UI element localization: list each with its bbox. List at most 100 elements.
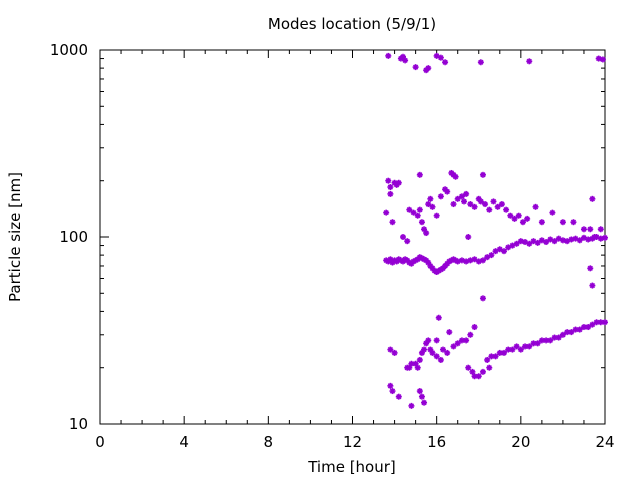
- data-point: [387, 190, 394, 197]
- data-point: [568, 329, 575, 336]
- data-point: [414, 364, 421, 371]
- data-point: [576, 326, 583, 333]
- data-point: [492, 353, 499, 360]
- data-point: [433, 268, 440, 275]
- chart-title: Modes location (5/9/1): [268, 15, 436, 33]
- data-point: [450, 171, 457, 178]
- data-point: [427, 195, 434, 202]
- data-point: [435, 314, 442, 321]
- data-point: [416, 388, 423, 395]
- data-point: [559, 237, 566, 244]
- data-point: [400, 234, 406, 240]
- data-point: [404, 238, 411, 245]
- data-point: [418, 393, 425, 400]
- data-point: [406, 206, 413, 213]
- data-point: [587, 265, 594, 272]
- data-point: [461, 198, 468, 205]
- data-point: [517, 346, 524, 353]
- y-axis-label: Particle size [nm]: [6, 172, 24, 302]
- data-point: [395, 393, 402, 400]
- data-point: [599, 56, 606, 63]
- plot-frame: [99, 49, 606, 425]
- data-point: [549, 209, 556, 216]
- data-point: [585, 324, 592, 331]
- data-point: [454, 195, 461, 202]
- data-point: [467, 201, 474, 208]
- data-point: [501, 248, 507, 255]
- x-axis: 0 4 8 12 16 20 24: [95, 50, 615, 451]
- data-point: [486, 206, 493, 213]
- x-tick-label: 0: [95, 433, 105, 451]
- data-point: [559, 219, 566, 226]
- data-point: [450, 201, 457, 208]
- data-point: [589, 282, 596, 289]
- data-point: [471, 203, 478, 210]
- data-point: [429, 349, 436, 356]
- data-point: [519, 219, 526, 226]
- data-point: [458, 193, 465, 200]
- data-point: [526, 240, 533, 247]
- data-point: [391, 349, 398, 356]
- data-point: [498, 201, 505, 208]
- data-point: [477, 198, 484, 205]
- data-point: [479, 368, 486, 375]
- x-tick-label: 20: [511, 433, 530, 451]
- data-point: [425, 201, 432, 208]
- data-point: [444, 188, 451, 195]
- data-point: [505, 346, 512, 353]
- data-points: [383, 52, 608, 409]
- data-point: [513, 240, 520, 247]
- data-point: [543, 239, 550, 246]
- x-tick-label: 8: [264, 433, 274, 451]
- data-point: [418, 219, 425, 226]
- data-point: [589, 321, 596, 328]
- data-point: [513, 343, 520, 350]
- data-point: [395, 179, 402, 186]
- data-point: [389, 388, 396, 395]
- data-point: [402, 57, 409, 64]
- data-point: [471, 324, 478, 331]
- data-point: [421, 399, 428, 406]
- data-point: [602, 319, 608, 326]
- data-point: [425, 65, 432, 72]
- data-point: [421, 346, 428, 353]
- data-point: [602, 234, 608, 241]
- data-point: [416, 206, 423, 213]
- data-point: [482, 201, 489, 208]
- data-point: [534, 340, 541, 347]
- data-point: [412, 64, 419, 71]
- data-point: [416, 171, 423, 178]
- data-point: [467, 331, 474, 338]
- data-point: [555, 334, 562, 341]
- data-point: [534, 239, 541, 246]
- data-point: [450, 343, 457, 350]
- data-point: [559, 331, 566, 338]
- data-point: [387, 382, 394, 389]
- data-point: [509, 346, 516, 353]
- data-point: [511, 215, 518, 222]
- data-point: [465, 364, 472, 371]
- data-point: [484, 356, 491, 363]
- data-point: [589, 195, 596, 202]
- data-point: [433, 353, 440, 360]
- data-point: [501, 349, 507, 356]
- data-point: [488, 252, 495, 259]
- x-axis-label: Time [hour]: [307, 458, 396, 476]
- data-point: [490, 198, 497, 205]
- data-point: [442, 59, 449, 66]
- data-point: [479, 171, 486, 178]
- data-point: [437, 54, 444, 61]
- data-point: [425, 337, 432, 344]
- data-point: [479, 257, 486, 264]
- data-point: [524, 215, 531, 222]
- data-point: [503, 206, 510, 213]
- data-point: [439, 346, 446, 353]
- data-point: [465, 234, 472, 240]
- data-point: [532, 203, 539, 210]
- data-point: [587, 226, 594, 233]
- data-point: [433, 337, 440, 344]
- data-point: [568, 236, 575, 243]
- y-tick-label: 10: [69, 415, 88, 433]
- data-point: [526, 58, 533, 65]
- data-point: [385, 52, 392, 59]
